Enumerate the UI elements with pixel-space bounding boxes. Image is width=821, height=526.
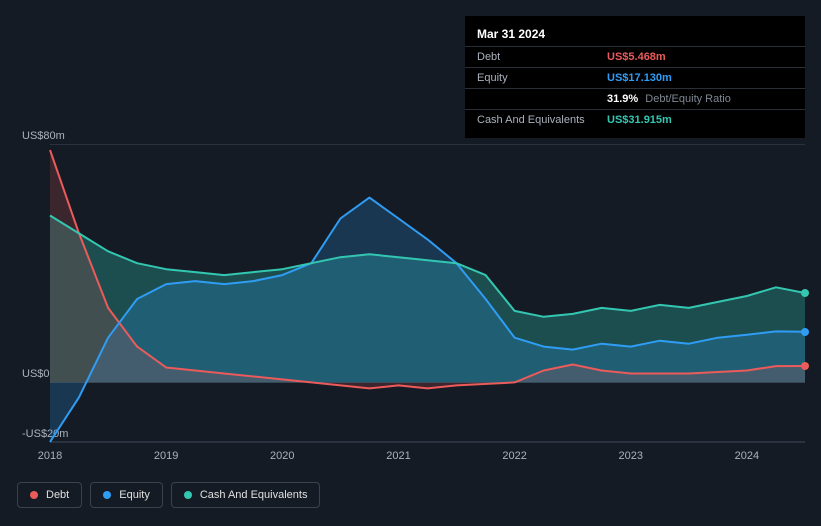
tooltip-row-label: Equity	[477, 72, 607, 84]
tooltip-row-label: Debt	[477, 51, 607, 63]
x-axis-label: 2021	[386, 450, 410, 462]
chart-svg	[50, 144, 805, 442]
tooltip-row: DebtUS$5.468m	[465, 46, 805, 67]
tooltip-date: Mar 31 2024	[465, 24, 805, 46]
x-axis-label: 2024	[735, 450, 759, 462]
legend-dot-icon	[184, 491, 192, 499]
series-end-dot	[801, 362, 809, 370]
x-axis-label: 2023	[619, 450, 643, 462]
legend-dot-icon	[103, 491, 111, 499]
legend-item[interactable]: Cash And Equivalents	[171, 482, 321, 508]
tooltip-row-value: US$17.130m	[607, 72, 672, 84]
y-axis-label: US$80m	[22, 130, 65, 142]
tooltip-row-label	[477, 93, 607, 105]
tooltip-row-value: US$5.468m	[607, 51, 666, 63]
tooltip-panel: Mar 31 2024 DebtUS$5.468mEquityUS$17.130…	[465, 16, 805, 138]
x-axis-label: 2019	[154, 450, 178, 462]
legend-label: Debt	[46, 489, 69, 501]
legend-dot-icon	[30, 491, 38, 499]
series-end-dot	[801, 328, 809, 336]
x-axis-label: 2022	[502, 450, 526, 462]
gridline	[50, 442, 805, 443]
y-axis-label: US$0	[22, 368, 50, 380]
tooltip-row-value: US$31.915m	[607, 114, 672, 126]
x-axis-label: 2020	[270, 450, 294, 462]
tooltip-row: Cash And EquivalentsUS$31.915m	[465, 109, 805, 130]
legend-label: Equity	[119, 489, 150, 501]
tooltip-row: 31.9% Debt/Equity Ratio	[465, 88, 805, 109]
tooltip-row: EquityUS$17.130m	[465, 67, 805, 88]
x-axis-label: 2018	[38, 450, 62, 462]
legend-label: Cash And Equivalents	[200, 489, 308, 501]
tooltip-row-value: 31.9% Debt/Equity Ratio	[607, 93, 731, 105]
legend-item[interactable]: Equity	[90, 482, 163, 508]
legend: Debt Equity Cash And Equivalents	[17, 482, 320, 508]
legend-item[interactable]: Debt	[17, 482, 82, 508]
tooltip-row-label: Cash And Equivalents	[477, 114, 607, 126]
series-end-dot	[801, 289, 809, 297]
